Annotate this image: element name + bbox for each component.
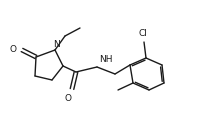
Text: O: O	[65, 94, 71, 103]
Text: Cl: Cl	[139, 29, 147, 38]
Text: O: O	[10, 46, 17, 55]
Text: NH: NH	[99, 55, 113, 64]
Text: N: N	[53, 40, 59, 49]
